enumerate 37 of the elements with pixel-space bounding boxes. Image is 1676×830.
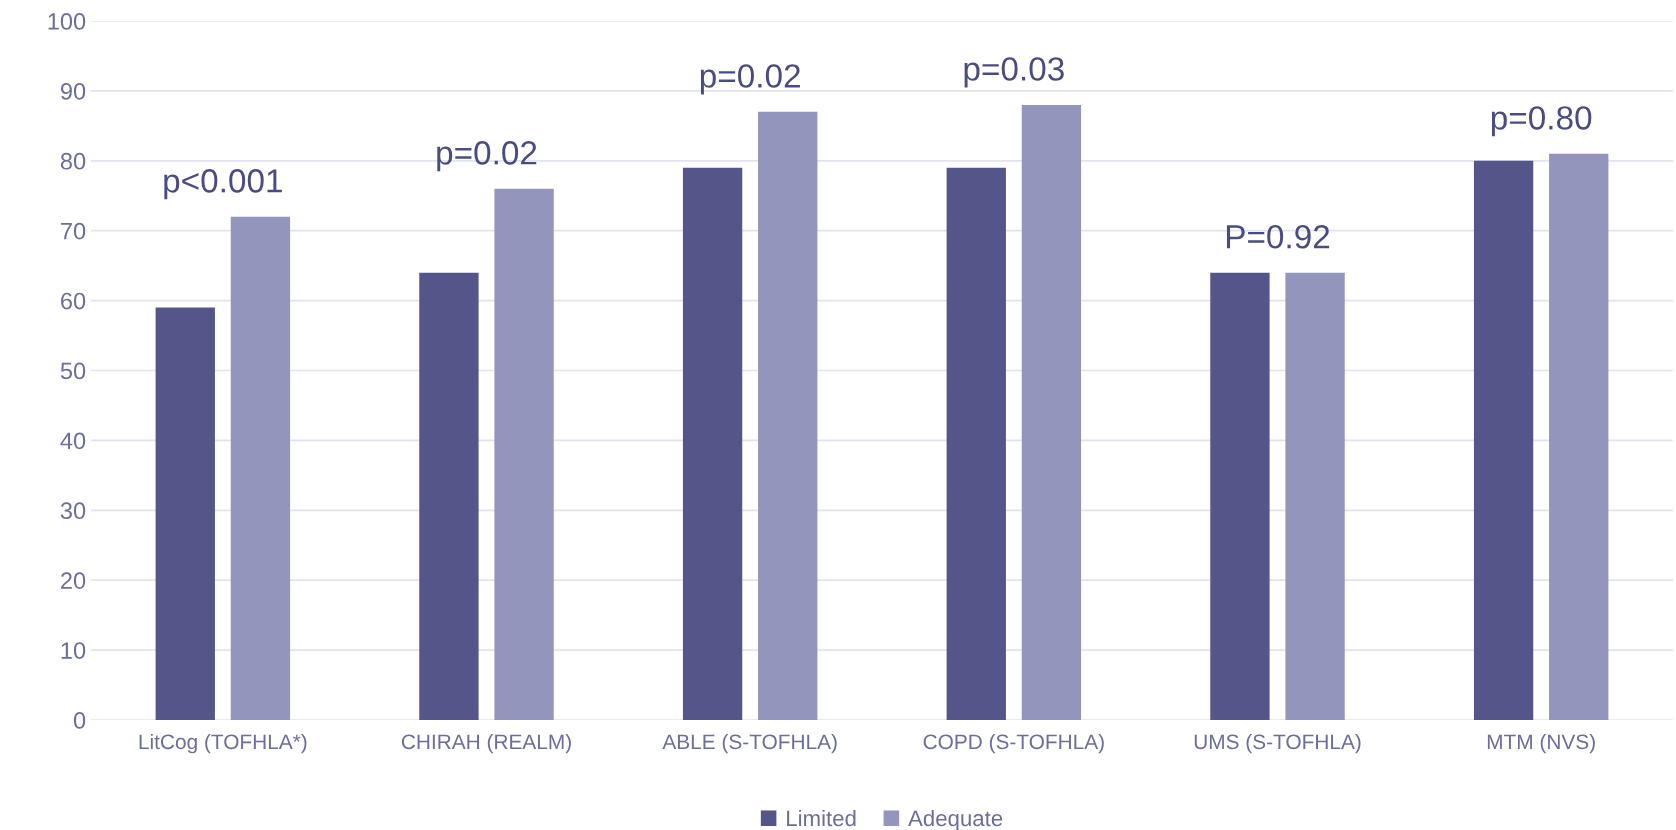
bar (155, 307, 215, 720)
bar (230, 216, 291, 720)
annotation: P=0.92 (1226, 224, 1330, 249)
bar (494, 188, 554, 720)
x-tick-label: ABLE (S-TOFHLA) (662, 733, 837, 754)
x-tick-label: CHIRAH (REALM) (401, 733, 571, 754)
legend-label: Limited (787, 809, 856, 827)
bar (1549, 153, 1609, 720)
bar (1285, 272, 1345, 720)
bar (1473, 160, 1534, 720)
bar (946, 167, 1006, 720)
legend-label: Adequate (908, 809, 1003, 830)
bar (419, 272, 479, 720)
bar (758, 111, 818, 720)
y-tick-label: 100 (48, 13, 86, 30)
annotation: p=0.02 (437, 141, 537, 172)
y-tick-label: 60 (61, 292, 86, 310)
bar (1021, 104, 1082, 720)
y-tick-label: 10 (61, 642, 86, 659)
y-tick-label: 90 (60, 82, 86, 100)
annotation: p=0.03 (964, 57, 1064, 88)
x-tick-label: MTM (NVS) (1487, 733, 1595, 754)
bar (682, 167, 743, 720)
x-tick-label: LitCog (TOFHLA*) (139, 733, 307, 754)
y-tick-label: 30 (60, 502, 86, 520)
x-tick-label: COPD (S-TOFHLA) (923, 733, 1104, 754)
y-tick-label: 50 (60, 362, 86, 380)
y-tick-label: 80 (60, 152, 86, 170)
annotation: p=0.80 (1491, 106, 1592, 137)
y-tick-label: 70 (61, 222, 86, 240)
x-tick-label: UMS (S-TOFHLA) (1194, 733, 1361, 754)
y-tick-label: 0 (73, 712, 86, 729)
bar (1210, 272, 1270, 720)
y-tick-label: 20 (61, 572, 86, 589)
annotation: p=0.02 (700, 64, 800, 95)
y-tick-label: 40 (60, 432, 86, 450)
annotation: p<0.001 (164, 169, 282, 200)
